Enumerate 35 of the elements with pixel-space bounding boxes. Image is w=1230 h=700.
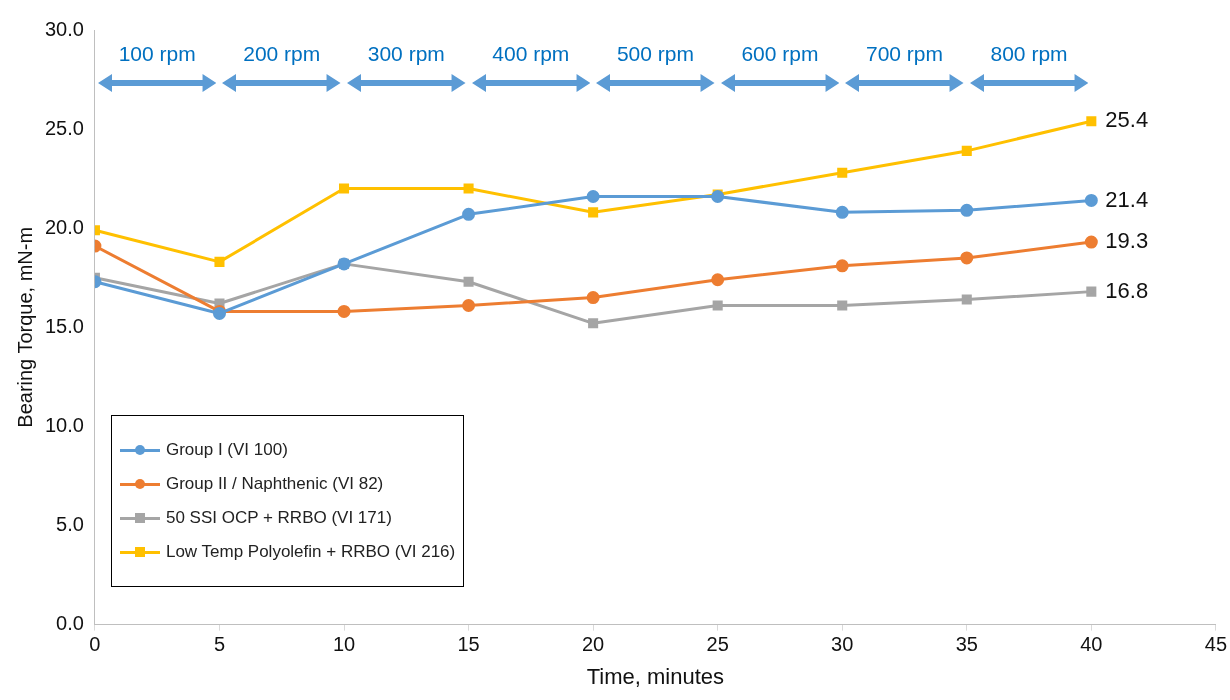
annotation: 300 rpm	[366, 42, 446, 66]
y-tick-label: 15.0	[44, 314, 84, 337]
annotation: 400 rpm	[491, 42, 571, 66]
x-tick-label: 10	[332, 633, 356, 656]
data-label: 16.8	[1105, 277, 1149, 303]
legend-label: Low Temp Polyolefin + RRBO (VI 216)	[165, 541, 456, 562]
annotation: 600 rpm	[740, 42, 820, 66]
legend-label: Group I (VI 100)	[165, 439, 288, 460]
data-label: 25.4	[1105, 107, 1149, 133]
y-tick-label: 30.0	[44, 17, 84, 40]
legend-label: Group II / Naphthenic (VI 82)	[165, 473, 384, 494]
x-tick-label: 5	[213, 633, 226, 656]
y-tick-label: 10.0	[44, 413, 84, 436]
data-label: 19.3	[1105, 228, 1149, 254]
data-label: 21.4	[1105, 186, 1149, 212]
x-tick-label: 45	[1204, 633, 1227, 656]
annotation: 700 rpm	[864, 42, 944, 66]
x-tick-label: 0	[89, 633, 101, 656]
legend-label: 50 SSI OCP + RRBO (VI 171)	[165, 507, 392, 528]
x-tick-label: 15	[457, 633, 480, 656]
y-tick-label: 20.0	[44, 215, 84, 238]
y-axis-title: Bearing Torque, mN-m	[13, 226, 36, 428]
annotation: 500 rpm	[615, 42, 695, 66]
x-axis-title: Time, minutes	[586, 663, 725, 689]
annotation: 100 rpm	[117, 42, 197, 66]
x-tick-label: 25	[706, 633, 729, 656]
y-tick-label: 0.0	[56, 612, 84, 635]
annotation: 800 rpm	[989, 42, 1069, 66]
annotation: 200 rpm	[242, 42, 322, 66]
y-tick-label: 5.0	[56, 513, 84, 536]
x-tick-label: 35	[955, 633, 978, 656]
y-tick-label: 25.0	[44, 116, 84, 139]
x-tick-label: 40	[1080, 633, 1103, 656]
x-tick-label: 20	[582, 633, 605, 656]
x-tick-label: 30	[831, 633, 854, 656]
